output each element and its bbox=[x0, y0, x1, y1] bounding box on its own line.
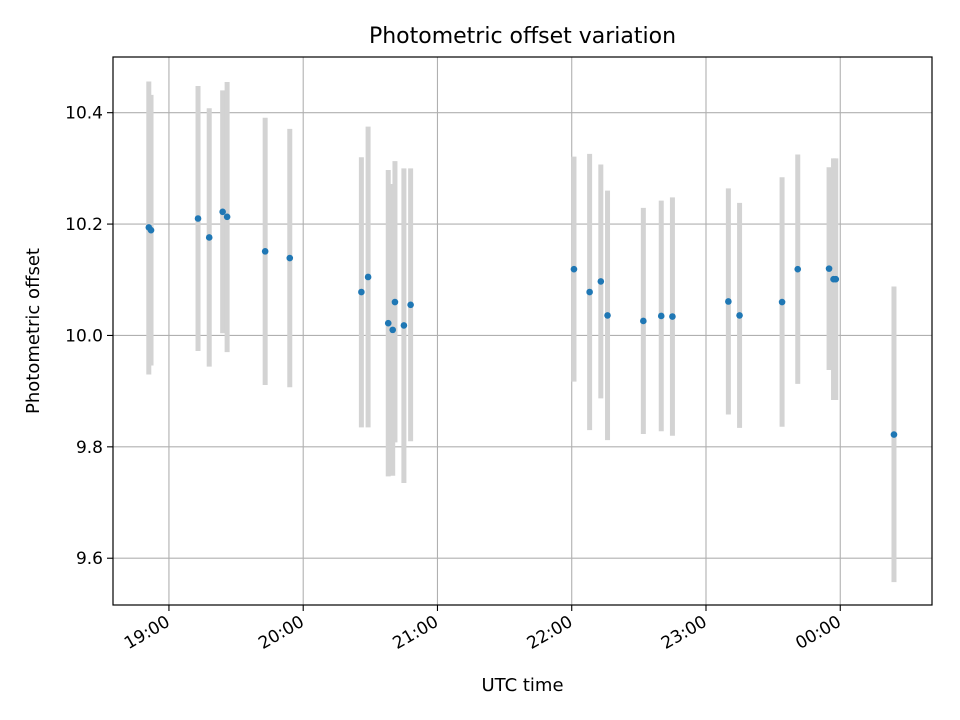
data-point bbox=[597, 278, 605, 285]
data-point bbox=[286, 254, 294, 262]
data-point bbox=[205, 234, 213, 241]
data-point bbox=[890, 431, 898, 438]
data-point bbox=[391, 298, 399, 306]
data-point bbox=[384, 319, 392, 327]
data-point bbox=[407, 301, 414, 309]
data-point bbox=[147, 226, 155, 234]
data-point bbox=[223, 213, 231, 221]
data-point bbox=[657, 312, 665, 320]
y-tick-label: 10.0 bbox=[65, 326, 103, 346]
data-point bbox=[389, 326, 397, 334]
y-tick-label: 9.8 bbox=[76, 438, 103, 458]
data-point bbox=[364, 273, 372, 281]
data-point bbox=[358, 288, 365, 296]
data-point bbox=[825, 265, 833, 272]
data-point bbox=[794, 265, 802, 273]
data-point bbox=[669, 313, 676, 320]
data-point bbox=[725, 298, 732, 305]
x-axis-label: UTC time bbox=[481, 675, 563, 696]
data-points bbox=[145, 208, 898, 438]
data-point bbox=[219, 208, 226, 216]
y-tick-label: 10.4 bbox=[65, 104, 103, 124]
data-point bbox=[640, 317, 647, 325]
data-point bbox=[604, 312, 611, 319]
data-point bbox=[832, 275, 840, 283]
data-point bbox=[586, 288, 593, 296]
data-point bbox=[736, 312, 743, 319]
y-axis-ticks: 9.6 9.8 10.0 10.2 10.4 bbox=[65, 104, 113, 569]
plot-frame bbox=[112, 56, 933, 606]
chart-title: Photometric offset variation bbox=[369, 24, 676, 49]
data-point bbox=[261, 248, 269, 255]
y-tick-label: 9.6 bbox=[76, 549, 103, 569]
data-point bbox=[778, 298, 786, 306]
data-point bbox=[570, 265, 578, 273]
y-axis-label: Photometric offset bbox=[23, 248, 44, 414]
y-tick-label: 10.2 bbox=[65, 215, 103, 235]
data-point bbox=[400, 322, 408, 329]
data-point bbox=[194, 215, 202, 222]
